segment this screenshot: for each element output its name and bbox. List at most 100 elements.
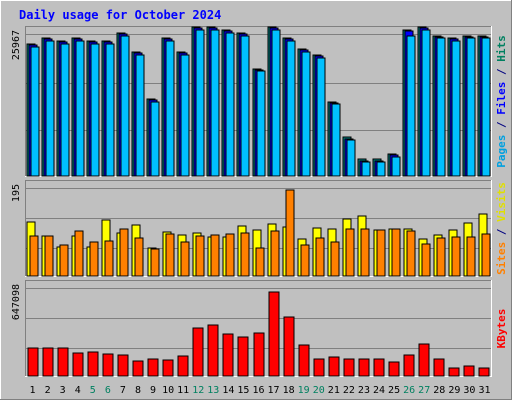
bar-sites-29 — [451, 236, 461, 277]
x-tick-label-3: 3 — [60, 385, 66, 396]
bar-kbytes-3 — [57, 347, 69, 377]
bar-kbytes-7 — [117, 354, 129, 377]
bar-sites-19 — [300, 244, 310, 277]
x-tick-label-18: 18 — [283, 385, 295, 396]
x-tick-label-26: 26 — [403, 385, 415, 396]
bar-pages-20 — [316, 57, 326, 177]
legend-part-middle-2: Visits — [495, 182, 508, 222]
x-tick-label-2: 2 — [45, 385, 51, 396]
bar-pages-24 — [376, 161, 386, 177]
panels: 25967 Pages / Files / Hits 195 Sites / Visi… — [11, 26, 508, 377]
bar-sites-21 — [330, 241, 340, 277]
bar-pages-13 — [210, 29, 220, 177]
bar-kbytes-20 — [313, 358, 325, 377]
x-tick-label-4: 4 — [75, 385, 81, 396]
bar-sites-24 — [376, 229, 386, 277]
bar-pages-22 — [346, 139, 356, 177]
bar-sites-20 — [315, 237, 325, 277]
bar-kbytes-22 — [343, 358, 355, 377]
bar-pages-29 — [451, 40, 461, 177]
bar-kbytes-16 — [253, 332, 265, 377]
bar-pages-23 — [361, 161, 371, 177]
x-tick-label-28: 28 — [433, 385, 445, 396]
bar-pages-8 — [135, 54, 145, 177]
bar-pages-25 — [391, 156, 401, 177]
bar-sites-18 — [285, 189, 295, 277]
bar-pages-2 — [45, 40, 55, 177]
x-tick-label-19: 19 — [298, 385, 310, 396]
legend-part-top-1: / — [495, 115, 508, 135]
bar-kbytes-18 — [283, 316, 295, 377]
bar-pages-30 — [466, 37, 476, 177]
bar-kbytes-23 — [358, 358, 370, 377]
bar-sites-6 — [104, 240, 114, 277]
bar-kbytes-30 — [463, 365, 475, 377]
bar-sites-17 — [270, 230, 280, 277]
bar-kbytes-31 — [478, 367, 490, 377]
x-tick-label-11: 11 — [177, 385, 189, 396]
panel-bottom: 647098 KBytes — [11, 280, 508, 377]
bar-sites-2 — [44, 235, 54, 277]
bar-sites-12 — [195, 235, 205, 277]
bar-pages-14 — [225, 32, 235, 177]
bar-sites-25 — [391, 228, 401, 277]
bar-sites-26 — [406, 230, 416, 277]
ymax-label-middle: 195 — [11, 184, 22, 202]
bar-kbytes-5 — [87, 351, 99, 377]
bar-sites-22 — [345, 228, 355, 277]
ymax-label-top: 25967 — [11, 30, 22, 60]
bar-pages-28 — [436, 37, 446, 177]
bar-pages-5 — [90, 43, 100, 177]
bar-sites-1 — [29, 235, 39, 277]
bar-kbytes-8 — [132, 360, 144, 377]
bar-pages-3 — [60, 43, 70, 177]
bar-pages-21 — [331, 103, 341, 177]
panel-top: 25967 Pages / Files / Hits — [11, 26, 508, 177]
legend-top: Pages / Files / Hits — [495, 35, 508, 168]
bar-sites-15 — [240, 232, 250, 277]
bar-pages-26 — [406, 35, 416, 177]
bar-kbytes-1 — [27, 347, 39, 377]
bar-pages-12 — [195, 29, 205, 177]
chart-title: Daily usage for October 2024 — [19, 8, 221, 22]
bar-pages-15 — [240, 35, 250, 177]
bar-pages-6 — [105, 43, 115, 177]
bar-sites-31 — [481, 233, 491, 277]
bar-sites-10 — [165, 233, 175, 277]
bar-pages-19 — [301, 51, 311, 177]
bar-sites-11 — [180, 241, 190, 277]
x-tick-label-15: 15 — [237, 385, 249, 396]
x-tick-label-17: 17 — [268, 385, 280, 396]
bar-kbytes-26 — [403, 354, 415, 377]
legend-middle: Sites / Visits — [495, 182, 508, 275]
x-tick-label-27: 27 — [418, 385, 430, 396]
legend-part-top-3: / — [495, 62, 508, 82]
bar-pages-1 — [30, 46, 40, 177]
bar-kbytes-19 — [298, 344, 310, 377]
bar-kbytes-15 — [237, 336, 249, 377]
bar-sites-5 — [89, 241, 99, 277]
x-tick-label-9: 9 — [150, 385, 156, 396]
bar-kbytes-4 — [72, 352, 84, 377]
x-tick-label-22: 22 — [343, 385, 355, 396]
bar-pages-17 — [271, 29, 281, 177]
x-tick-label-7: 7 — [120, 385, 126, 396]
bar-sites-9 — [150, 248, 160, 277]
x-tick-label-14: 14 — [222, 385, 234, 396]
bar-pages-27 — [421, 29, 431, 177]
bar-sites-4 — [74, 230, 84, 277]
bar-sites-8 — [134, 237, 144, 277]
bar-sites-23 — [360, 228, 370, 277]
x-tick-label-20: 20 — [313, 385, 325, 396]
x-axis: 1 2 3 4 5 6 7 8 9 10 11 12 13 14 15 16 17 18 19 20 21 22 23 24 2… — [30, 385, 491, 396]
bar-kbytes-28 — [433, 358, 445, 377]
bar-sites-3 — [59, 244, 69, 277]
bar-kbytes-13 — [207, 324, 219, 377]
x-tick-label-12: 12 — [192, 385, 204, 396]
x-tick-label-13: 13 — [207, 385, 219, 396]
x-tick-label-24: 24 — [373, 385, 385, 396]
bar-kbytes-25 — [388, 361, 400, 377]
bar-sites-30 — [466, 236, 476, 277]
